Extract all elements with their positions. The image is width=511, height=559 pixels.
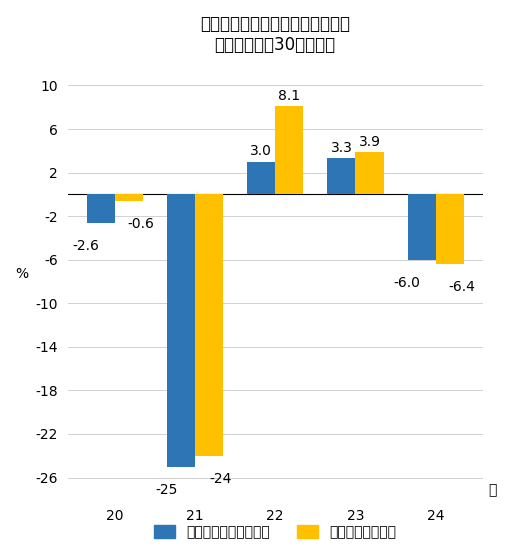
Bar <box>87 195 115 222</box>
Text: 3.0: 3.0 <box>250 144 272 158</box>
Text: 8.1: 8.1 <box>278 89 300 103</box>
Text: -0.6: -0.6 <box>127 217 154 231</box>
Text: -6.4: -6.4 <box>448 281 475 295</box>
Title: 年末賞与の前年比の推移・三重県
（事業所規模30人以上）: 年末賞与の前年比の推移・三重県 （事業所規模30人以上） <box>200 15 350 54</box>
Bar <box>328 158 356 195</box>
Bar <box>247 162 275 195</box>
Legend: 調査産業計（前年比）, 製造業（前年比）: 調査産業計（前年比）, 製造業（前年比） <box>149 519 402 544</box>
Text: 3.3: 3.3 <box>331 141 353 155</box>
Text: 年: 年 <box>488 483 496 497</box>
Bar <box>195 195 223 456</box>
Text: -2.6: -2.6 <box>73 239 100 253</box>
Bar <box>275 106 304 195</box>
Bar <box>408 195 436 260</box>
Text: -25: -25 <box>155 483 178 497</box>
Bar <box>436 195 464 264</box>
Y-axis label: %: % <box>15 268 28 282</box>
Bar <box>167 195 195 467</box>
Bar <box>115 195 143 201</box>
Bar <box>356 152 384 195</box>
Text: -24: -24 <box>210 472 232 486</box>
Text: 3.9: 3.9 <box>359 135 381 149</box>
Text: -6.0: -6.0 <box>394 276 421 290</box>
